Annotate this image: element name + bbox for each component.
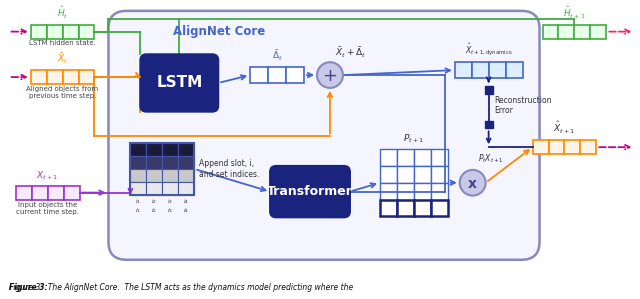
Text: Input objects the
current time step.: Input objects the current time step. bbox=[16, 202, 79, 214]
Bar bbox=[380, 199, 397, 216]
Text: $\bar{X}_t + \bar{\Delta}_t$: $\bar{X}_t + \bar{\Delta}_t$ bbox=[335, 46, 366, 60]
Bar bbox=[454, 62, 472, 78]
Bar bbox=[131, 143, 195, 195]
Bar bbox=[268, 67, 286, 83]
Bar bbox=[397, 199, 414, 216]
Bar bbox=[397, 166, 414, 183]
Bar bbox=[380, 149, 397, 166]
Bar bbox=[488, 62, 506, 78]
Bar bbox=[484, 86, 493, 94]
Bar bbox=[286, 67, 304, 83]
FancyBboxPatch shape bbox=[140, 54, 218, 112]
Circle shape bbox=[460, 170, 486, 196]
Bar bbox=[484, 120, 493, 128]
Text: Reconstruction
Error: Reconstruction Error bbox=[495, 96, 552, 115]
Bar bbox=[580, 140, 596, 154]
Bar bbox=[47, 25, 63, 39]
Text: $\hat{X}_{t+1}$: $\hat{X}_{t+1}$ bbox=[554, 120, 575, 136]
Bar bbox=[79, 70, 95, 84]
Bar bbox=[31, 25, 47, 39]
Text: LSTM hidden state.: LSTM hidden state. bbox=[29, 40, 96, 47]
Text: $i_3$: $i_3$ bbox=[167, 198, 173, 206]
Bar bbox=[79, 25, 95, 39]
Bar bbox=[163, 169, 179, 182]
Bar bbox=[548, 140, 564, 154]
Bar bbox=[431, 149, 448, 166]
Bar bbox=[431, 166, 448, 183]
Bar bbox=[591, 25, 606, 39]
Bar bbox=[47, 70, 63, 84]
Text: $\mathbf{x}$: $\mathbf{x}$ bbox=[467, 177, 478, 191]
Text: $\hat{H}_t$: $\hat{H}_t$ bbox=[57, 4, 68, 21]
Circle shape bbox=[317, 62, 343, 88]
Bar bbox=[15, 186, 31, 199]
Bar bbox=[250, 67, 268, 83]
Text: $i_1$: $i_1$ bbox=[135, 198, 141, 206]
Bar bbox=[63, 70, 79, 84]
Bar bbox=[131, 169, 147, 182]
Bar bbox=[163, 182, 179, 195]
Bar bbox=[414, 199, 431, 216]
Bar bbox=[147, 156, 163, 169]
Bar bbox=[147, 169, 163, 182]
Text: $i_4$: $i_4$ bbox=[183, 198, 189, 206]
Text: $\bar{\Delta}_t$: $\bar{\Delta}_t$ bbox=[271, 49, 283, 63]
Bar bbox=[431, 199, 448, 216]
Bar bbox=[532, 140, 548, 154]
Bar bbox=[47, 186, 63, 199]
Text: $i_4$: $i_4$ bbox=[183, 206, 189, 215]
Bar bbox=[179, 156, 195, 169]
Text: $X_{t+1}$: $X_{t+1}$ bbox=[36, 169, 59, 182]
Text: $i_2$: $i_2$ bbox=[151, 206, 157, 215]
Text: $i_3$: $i_3$ bbox=[167, 206, 173, 215]
Text: $\hat{X}_{t+1, \mathrm{dynamics}}$: $\hat{X}_{t+1, \mathrm{dynamics}}$ bbox=[465, 42, 513, 58]
Text: LSTM: LSTM bbox=[156, 75, 202, 91]
Bar bbox=[506, 62, 522, 78]
Bar bbox=[179, 169, 195, 182]
Bar bbox=[380, 166, 397, 183]
Bar bbox=[543, 25, 559, 39]
Text: $\hat{H}_{t+1}$: $\hat{H}_{t+1}$ bbox=[563, 4, 586, 21]
Text: $i_2$: $i_2$ bbox=[151, 198, 157, 206]
Bar bbox=[147, 143, 163, 156]
Bar bbox=[472, 62, 488, 78]
Bar bbox=[559, 25, 575, 39]
Bar bbox=[431, 183, 448, 199]
Bar bbox=[31, 186, 47, 199]
Bar bbox=[397, 183, 414, 199]
Text: Figure 3:: Figure 3: bbox=[9, 283, 50, 292]
Bar bbox=[397, 149, 414, 166]
Bar bbox=[380, 183, 397, 199]
Bar bbox=[63, 186, 79, 199]
Text: AlignNet Core: AlignNet Core bbox=[173, 25, 266, 38]
Bar bbox=[414, 149, 431, 166]
Bar bbox=[414, 166, 431, 183]
Bar bbox=[63, 25, 79, 39]
Bar bbox=[131, 156, 147, 169]
FancyBboxPatch shape bbox=[108, 11, 540, 260]
Bar bbox=[179, 143, 195, 156]
Text: Aligned objects from
previous time step.: Aligned objects from previous time step. bbox=[26, 86, 99, 99]
Bar bbox=[163, 143, 179, 156]
Text: $\bar{X}_t$: $\bar{X}_t$ bbox=[57, 52, 68, 66]
Bar bbox=[131, 182, 147, 195]
Text: Transformer: Transformer bbox=[267, 185, 353, 198]
Bar bbox=[131, 143, 147, 156]
Text: $P_t X_{t+1}$: $P_t X_{t+1}$ bbox=[477, 152, 503, 165]
Bar bbox=[147, 182, 163, 195]
Bar bbox=[163, 156, 179, 169]
Text: $i_1$: $i_1$ bbox=[135, 206, 141, 215]
Text: $P_{t+1}$: $P_{t+1}$ bbox=[403, 133, 424, 145]
Bar bbox=[575, 25, 591, 39]
Bar bbox=[564, 140, 580, 154]
Text: +: + bbox=[323, 67, 337, 85]
Text: Figure 3:  The AlignNet Core.  The LSTM acts as the dynamics model predicting wh: Figure 3: The AlignNet Core. The LSTM ac… bbox=[9, 283, 353, 292]
Bar bbox=[414, 183, 431, 199]
Bar bbox=[179, 182, 195, 195]
Text: Append slot, i,
and set indices.: Append slot, i, and set indices. bbox=[199, 159, 260, 179]
Bar bbox=[31, 70, 47, 84]
FancyBboxPatch shape bbox=[270, 166, 350, 217]
